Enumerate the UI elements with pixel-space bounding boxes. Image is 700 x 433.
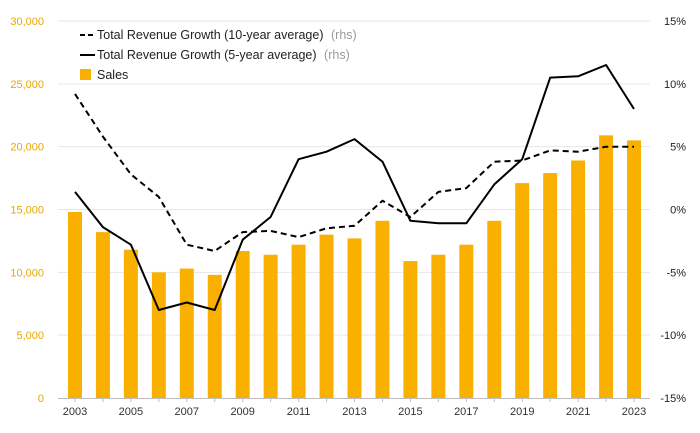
legend: Total Revenue Growth (10-year average) (… bbox=[80, 28, 357, 82]
legend-item-10yr: Total Revenue Growth (10-year average) (… bbox=[80, 28, 357, 42]
line-5yr-average bbox=[74, 64, 635, 311]
y-left-tick-label: 0 bbox=[38, 393, 44, 405]
sales-bar-2009 bbox=[235, 250, 250, 398]
x-tick-label-2011: 2011 bbox=[287, 406, 311, 418]
sales-bar-2005 bbox=[123, 249, 138, 398]
svg-text:Total Revenue Growth (5-year a: Total Revenue Growth (5-year average) (r… bbox=[97, 48, 350, 62]
legend-swatch-bar bbox=[80, 69, 91, 80]
legend-item-sales: Sales bbox=[80, 68, 128, 82]
y-right-tick-label: 10% bbox=[664, 79, 686, 91]
sales-bar-2023 bbox=[627, 140, 642, 398]
sales-bar-2015 bbox=[403, 261, 418, 398]
x-tick-label-2013: 2013 bbox=[342, 406, 366, 418]
sales-bar-2019 bbox=[515, 183, 530, 398]
x-tick-label-2015: 2015 bbox=[398, 406, 422, 418]
sales-bar-2010 bbox=[263, 254, 278, 398]
y-left-tick-label: 15,000 bbox=[10, 205, 44, 217]
legend-suffix-10yr: (rhs) bbox=[331, 28, 357, 42]
sales-bar-2011 bbox=[291, 244, 306, 398]
x-tick-label-2019: 2019 bbox=[510, 406, 534, 418]
x-tick-label-2017: 2017 bbox=[454, 406, 478, 418]
sales-bar-2017 bbox=[459, 244, 474, 398]
legend-label-10yr: Total Revenue Growth (10-year average) bbox=[97, 28, 324, 42]
y-left-tick-label: 5,000 bbox=[16, 330, 44, 342]
y-right-tick-label: -5% bbox=[666, 267, 686, 279]
x-tick-label-2021: 2021 bbox=[566, 406, 590, 418]
sales-bar-2012 bbox=[319, 234, 334, 398]
sales-bars bbox=[67, 135, 642, 398]
x-tick-label-2009: 2009 bbox=[230, 406, 254, 418]
y-right-tick-label: -15% bbox=[660, 393, 686, 405]
sales-bar-2014 bbox=[375, 220, 390, 398]
sales-bar-2006 bbox=[151, 272, 166, 398]
sales-bar-2016 bbox=[431, 254, 446, 398]
x-tick-label-2007: 2007 bbox=[175, 406, 199, 418]
y-left-tick-label: 10,000 bbox=[10, 267, 44, 279]
sales-bar-2020 bbox=[543, 173, 558, 398]
x-tick-label-2023: 2023 bbox=[622, 406, 646, 418]
y-left-tick-label: 30,000 bbox=[10, 16, 44, 28]
y-right-tick-label: 5% bbox=[670, 142, 686, 154]
legend-label-sales: Sales bbox=[97, 68, 128, 82]
sales-bar-2022 bbox=[599, 135, 614, 398]
left-axis: 0 5,000 10,000 15,000 20,000 25,000 30,000 bbox=[10, 16, 44, 405]
sales-bar-2013 bbox=[347, 238, 362, 398]
y-right-tick-label: 15% bbox=[664, 16, 686, 28]
sales-bar-2018 bbox=[487, 220, 502, 398]
x-tick-label-2003: 2003 bbox=[63, 406, 87, 418]
line-10yr-average bbox=[74, 93, 634, 252]
legend-item-5yr: Total Revenue Growth (5-year average) (r… bbox=[80, 48, 350, 62]
y-right-tick-label: -10% bbox=[660, 330, 686, 342]
sales-bar-2021 bbox=[571, 160, 586, 398]
legend-suffix-5yr: (rhs) bbox=[324, 48, 350, 62]
svg-text:Total Revenue Growth (10-year: Total Revenue Growth (10-year average) (… bbox=[97, 28, 357, 42]
right-axis: -15% -10% -5% 0% 5% 10% 15% bbox=[660, 16, 686, 405]
sales-bar-2007 bbox=[179, 268, 194, 398]
y-left-tick-label: 20,000 bbox=[10, 142, 44, 154]
sales-bar-2004 bbox=[95, 232, 110, 398]
x-axis: 2003 2005 2007 2009 2011 2013 2015 2017 2019 2021… bbox=[58, 398, 650, 418]
y-left-tick-label: 25,000 bbox=[10, 79, 44, 91]
sales-bar-2003 bbox=[67, 212, 82, 398]
sales-bar-2008 bbox=[207, 274, 222, 398]
x-tick-label-2005: 2005 bbox=[119, 406, 143, 418]
y-right-tick-label: 0% bbox=[670, 205, 686, 217]
growth-lines bbox=[74, 64, 635, 311]
legend-label-5yr: Total Revenue Growth (5-year average) bbox=[97, 48, 317, 62]
